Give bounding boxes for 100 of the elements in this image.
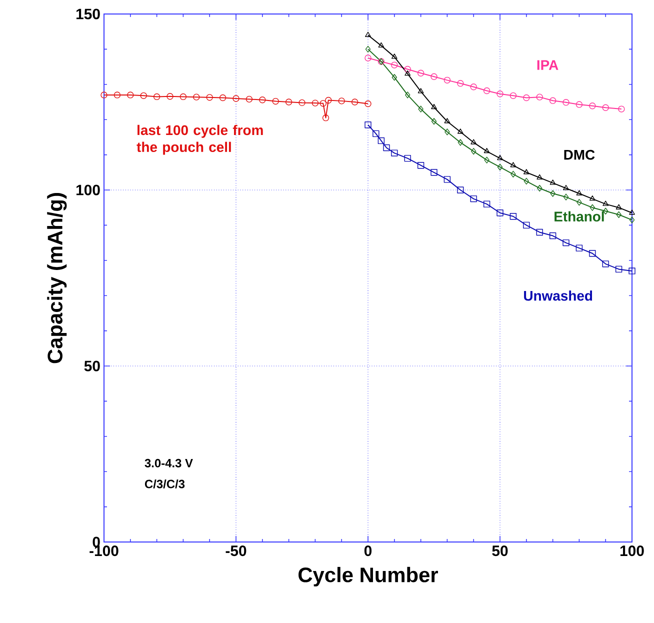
point — [320, 100, 326, 107]
point — [589, 102, 596, 110]
point — [378, 42, 384, 48]
point — [246, 96, 253, 103]
point — [272, 98, 279, 105]
point — [127, 92, 134, 98]
point — [576, 244, 583, 252]
point — [510, 92, 517, 99]
point — [589, 250, 596, 257]
point — [628, 268, 636, 274]
point — [140, 92, 147, 99]
y-tick-label: 50 — [84, 360, 100, 372]
point — [444, 128, 450, 136]
point — [576, 198, 582, 206]
point — [180, 93, 187, 100]
point — [589, 195, 596, 201]
point — [590, 204, 595, 211]
point — [549, 232, 556, 240]
point — [458, 139, 463, 146]
x-tick-label: 0 — [364, 546, 372, 556]
point — [418, 88, 424, 94]
point — [351, 98, 358, 106]
point — [483, 200, 490, 208]
series-label: Ethanol — [554, 211, 604, 222]
point — [563, 184, 569, 190]
point — [404, 154, 411, 162]
annotation: C/3/C/3 — [144, 479, 185, 488]
point — [615, 266, 622, 273]
point — [365, 32, 371, 37]
point — [616, 211, 622, 218]
point — [523, 222, 530, 229]
series-label: last 100 cycle from the pouch cell — [136, 124, 263, 155]
point — [536, 228, 543, 236]
point — [404, 70, 411, 76]
point — [562, 99, 570, 106]
point — [430, 169, 438, 176]
series-label: DMC — [564, 150, 595, 160]
point — [523, 94, 530, 102]
point — [510, 213, 517, 220]
point — [550, 180, 556, 185]
series-label: IPA — [537, 60, 558, 70]
point — [510, 162, 516, 168]
point — [562, 239, 570, 246]
point — [431, 118, 437, 125]
point — [444, 176, 451, 183]
point — [536, 94, 543, 100]
point — [391, 62, 398, 68]
point — [431, 104, 437, 110]
point — [484, 148, 490, 154]
point — [457, 80, 464, 87]
point — [457, 128, 464, 134]
point — [444, 76, 451, 84]
x-tick-label: -50 — [226, 546, 246, 556]
point — [232, 95, 240, 102]
point — [603, 208, 608, 214]
point — [563, 194, 569, 200]
point — [392, 74, 397, 81]
point — [430, 73, 438, 80]
point — [372, 130, 380, 138]
point — [576, 190, 582, 196]
point — [378, 137, 385, 144]
x-tick-label: -100 — [90, 546, 118, 556]
point — [576, 101, 583, 108]
point — [471, 148, 476, 155]
point — [298, 99, 306, 106]
point — [391, 54, 398, 59]
point — [405, 92, 410, 98]
point — [322, 114, 330, 122]
point — [193, 94, 200, 100]
point — [100, 92, 108, 98]
point — [391, 150, 398, 156]
point — [537, 184, 542, 192]
point — [550, 190, 556, 197]
point — [417, 70, 424, 76]
point — [365, 46, 371, 53]
point — [364, 54, 372, 62]
point — [523, 169, 530, 174]
point — [166, 93, 174, 100]
point — [629, 216, 635, 224]
y-tick-label: 150 — [76, 8, 100, 20]
point — [618, 106, 625, 112]
point — [457, 186, 464, 194]
point — [497, 154, 503, 160]
point — [219, 94, 226, 102]
point — [285, 98, 292, 106]
point — [364, 122, 372, 128]
point — [470, 139, 477, 144]
point — [404, 66, 411, 73]
y-axis-title: Capacity (mAh/g) — [47, 193, 67, 364]
point — [602, 104, 609, 111]
point — [484, 156, 490, 164]
point — [470, 195, 477, 202]
x-axis-title: Cycle Number — [298, 566, 438, 586]
point — [616, 204, 622, 210]
point — [496, 210, 504, 216]
point — [602, 260, 609, 268]
point — [524, 178, 529, 185]
point — [325, 96, 332, 104]
point — [418, 106, 424, 112]
point — [417, 162, 424, 169]
